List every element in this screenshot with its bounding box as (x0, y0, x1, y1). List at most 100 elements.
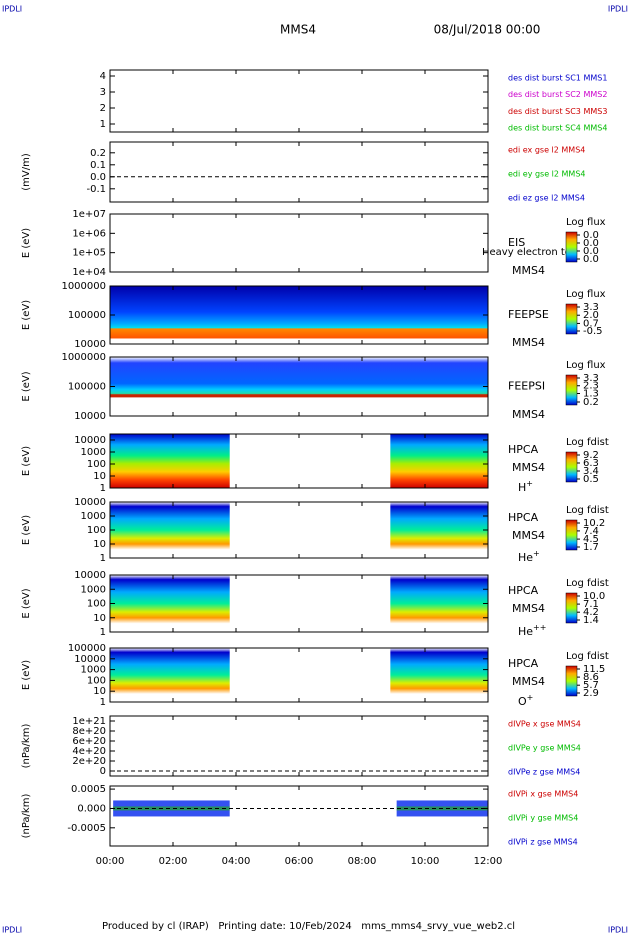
y-tick-label: 1e+06 (72, 228, 106, 239)
y-tick-label: 1000 (81, 511, 106, 522)
colorbar-title: Log fdist (566, 651, 609, 662)
ion-label: O+ (518, 693, 533, 709)
colorbar-tick-label: 1.4 (583, 615, 599, 626)
y-tick-label: 100 (87, 599, 106, 610)
y-tick-label: 1000 (81, 584, 106, 595)
x-tick-label: 00:00 (96, 856, 125, 867)
y-axis-label: E (eV) (21, 446, 32, 476)
y-tick-label: 10000 (74, 497, 106, 508)
x-tick-label: 04:00 (222, 856, 251, 867)
y-tick-label: 100 (87, 525, 106, 536)
ion-name: He (518, 625, 533, 638)
panel-frame (109, 69, 489, 133)
instrument-label: HPCA (508, 443, 539, 456)
colorbar-tick-label: 3.3 (583, 302, 599, 313)
spacecraft-label: MMS4 (512, 461, 545, 474)
y-tick-label: 1000 (81, 665, 106, 676)
y-tick-label: 0.000 (77, 803, 106, 814)
y-tick-label: 2e+20 (72, 756, 106, 767)
x-tick-label: 10:00 (411, 856, 440, 867)
colorbar-tick-label: 0.0 (583, 254, 599, 265)
instrument-label: FEEPSE (508, 308, 549, 321)
colorbar (565, 592, 578, 624)
legend-entry: dIVPi x gse MMS4 (508, 790, 578, 799)
overlay-text: Heavy electron to (482, 247, 571, 258)
date-title: 08/Jul/2018 00:00 (434, 23, 541, 37)
ion-name: O (518, 695, 527, 708)
y-tick-label: 3 (100, 87, 106, 98)
spectrogram-image (110, 575, 230, 632)
instrument-label: HPCA (508, 657, 539, 670)
colorbar-tick-label: 0.7 (583, 318, 599, 329)
colorbar-tick-label: 2.3 (583, 381, 599, 392)
y-tick-label: 0.1 (90, 160, 106, 171)
ion-label: He+ (518, 549, 540, 565)
colorbar (565, 451, 578, 483)
colorbar-tick-label: 2.0 (583, 310, 599, 321)
y-tick-label: 1 (100, 119, 106, 130)
y-tick-label: 6e+20 (72, 736, 106, 747)
y-axis-label: (nPa/km) (21, 724, 32, 769)
colorbar-tick-label: 7.1 (583, 599, 599, 610)
y-tick-label: 10000 (74, 411, 106, 422)
colorbar-tick-label: 3.4 (583, 466, 599, 477)
y-tick-label: 100000 (68, 643, 106, 654)
legend-entry: des dist burst SC3 MMS3 (508, 107, 607, 116)
instrument-label: HPCA (508, 584, 539, 597)
y-tick-label: 100000 (68, 382, 106, 393)
y-tick-label: 1e+21 (72, 716, 106, 727)
colorbar-tick-label: 0.0 (583, 230, 599, 241)
colorbar-tick-label: 7.4 (583, 526, 599, 537)
y-axis-label: E (eV) (21, 371, 32, 401)
colorbar-tick-label: 10.0 (583, 591, 605, 602)
colorbar-title: Log flux (566, 217, 606, 228)
panel-frame (109, 141, 489, 203)
y-axis-label: E (eV) (21, 300, 32, 330)
y-tick-label: 1000000 (61, 281, 106, 292)
y-axis-label: E (eV) (21, 515, 32, 545)
ion-charge: + (527, 693, 534, 702)
y-tick-label: 10000 (74, 339, 106, 350)
colorbar-title: Log fdist (566, 578, 609, 589)
colorbar (565, 665, 578, 697)
colorbar-tick-label: 1.3 (583, 388, 599, 399)
legend-entry: edi ey gse l2 MMS4 (508, 170, 586, 179)
spacecraft-title: MMS4 (280, 23, 316, 37)
x-tick-label: 12:00 (474, 856, 503, 867)
ion-charge: + (526, 479, 533, 488)
footer: Produced by cl (IRAP) Printing date: 10/… (102, 921, 515, 932)
legend-entry: des dist burst SC4 MMS4 (508, 124, 607, 133)
instrument-label: FEEPSI (508, 380, 545, 393)
spacecraft-label: MMS4 (512, 264, 545, 277)
colorbar-tick-label: 9.2 (583, 450, 599, 461)
colorbar-tick-label: 10.2 (583, 518, 605, 529)
spacecraft-label: MMS4 (512, 336, 545, 349)
colorbar-title: Log fdist (566, 505, 609, 516)
corner-label: IPDLI (608, 5, 628, 14)
y-tick-label: 4e+20 (72, 746, 106, 757)
y-tick-label: 1 (100, 553, 106, 564)
colorbar-title: Log fdist (566, 437, 609, 448)
y-tick-label: 10000 (74, 435, 106, 446)
colorbar-tick-label: 6.3 (583, 458, 599, 469)
y-tick-label: -0.0005 (67, 823, 106, 834)
instrument-label: HPCA (508, 511, 539, 524)
y-tick-label: 1 (100, 483, 106, 494)
y-tick-label: 1e+04 (72, 267, 106, 278)
colorbar-tick-label: 3.3 (583, 373, 599, 384)
colorbar-tick-label: 0.2 (583, 397, 599, 408)
y-tick-label: 10 (93, 613, 106, 624)
spectrogram-image (390, 648, 488, 702)
data-band (113, 806, 230, 811)
spacecraft-label: MMS4 (512, 675, 545, 688)
panel-frame (109, 715, 489, 777)
y-tick-label: 0.0005 (71, 784, 106, 795)
y-tick-label: 1 (100, 627, 106, 638)
colorbar (565, 303, 578, 335)
colorbar-tick-label: 0.5 (583, 474, 599, 485)
ion-label: He++ (518, 623, 546, 639)
y-tick-label: 1000 (81, 447, 106, 458)
y-tick-label: 2 (100, 103, 106, 114)
colorbar-tick-label: 0.0 (583, 246, 599, 257)
y-tick-label: 0.0 (90, 172, 106, 183)
